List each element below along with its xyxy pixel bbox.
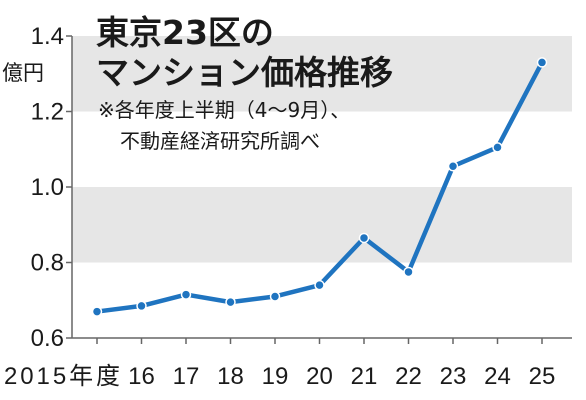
data-point (536, 57, 548, 68)
chart-note-line-1: ※各年度上半期（4〜9月）、 (98, 98, 350, 122)
y-axis-unit: 億円 (2, 61, 44, 85)
grid-band-1 (72, 36, 572, 112)
data-point (225, 296, 236, 308)
x-tick-label: 20 (306, 363, 333, 390)
data-point (492, 142, 503, 153)
x-tick-label: 21 (351, 363, 378, 390)
y-tick-label: 0.6 (31, 325, 64, 352)
y-tick-label: 1.4 (31, 23, 64, 50)
x-tick-labels: 2015年度 16 17 18 19 20 21 22 23 24 25 (4, 338, 555, 390)
grid-band-2 (72, 187, 572, 263)
y-tick-label: 0.8 (31, 250, 64, 277)
series-line (91, 57, 548, 317)
x-tick-label: 24 (484, 363, 511, 390)
data-point (180, 289, 192, 300)
x-tick-label: 25 (529, 363, 556, 390)
y-tick-label: 1.0 (31, 174, 64, 201)
chart-note-line-2: 不動産経済研究所調べ (120, 129, 320, 153)
x-tick-label: 18 (217, 363, 244, 390)
y-tick-labels: 1.4 1.2 1.0 0.8 0.6 (31, 23, 72, 352)
data-point (269, 291, 281, 302)
grid-bands (72, 36, 572, 263)
data-point (358, 232, 370, 244)
x-tick-label: 22 (395, 363, 422, 390)
x-tick-label: 2015年度 (4, 363, 120, 390)
chart-title-line-2: マンション価格推移 (96, 53, 393, 92)
x-tick-label: 16 (128, 363, 155, 390)
data-point (314, 279, 325, 291)
x-tick-label: 19 (262, 363, 289, 390)
chart-title-line-1: 東京23区の (96, 13, 274, 52)
data-point (403, 266, 414, 278)
x-tick-label: 23 (440, 363, 467, 390)
x-tick-label: 17 (173, 363, 200, 390)
y-tick-label: 1.2 (31, 99, 64, 126)
data-point (447, 160, 459, 172)
data-point (91, 306, 103, 317)
data-point (136, 300, 147, 312)
